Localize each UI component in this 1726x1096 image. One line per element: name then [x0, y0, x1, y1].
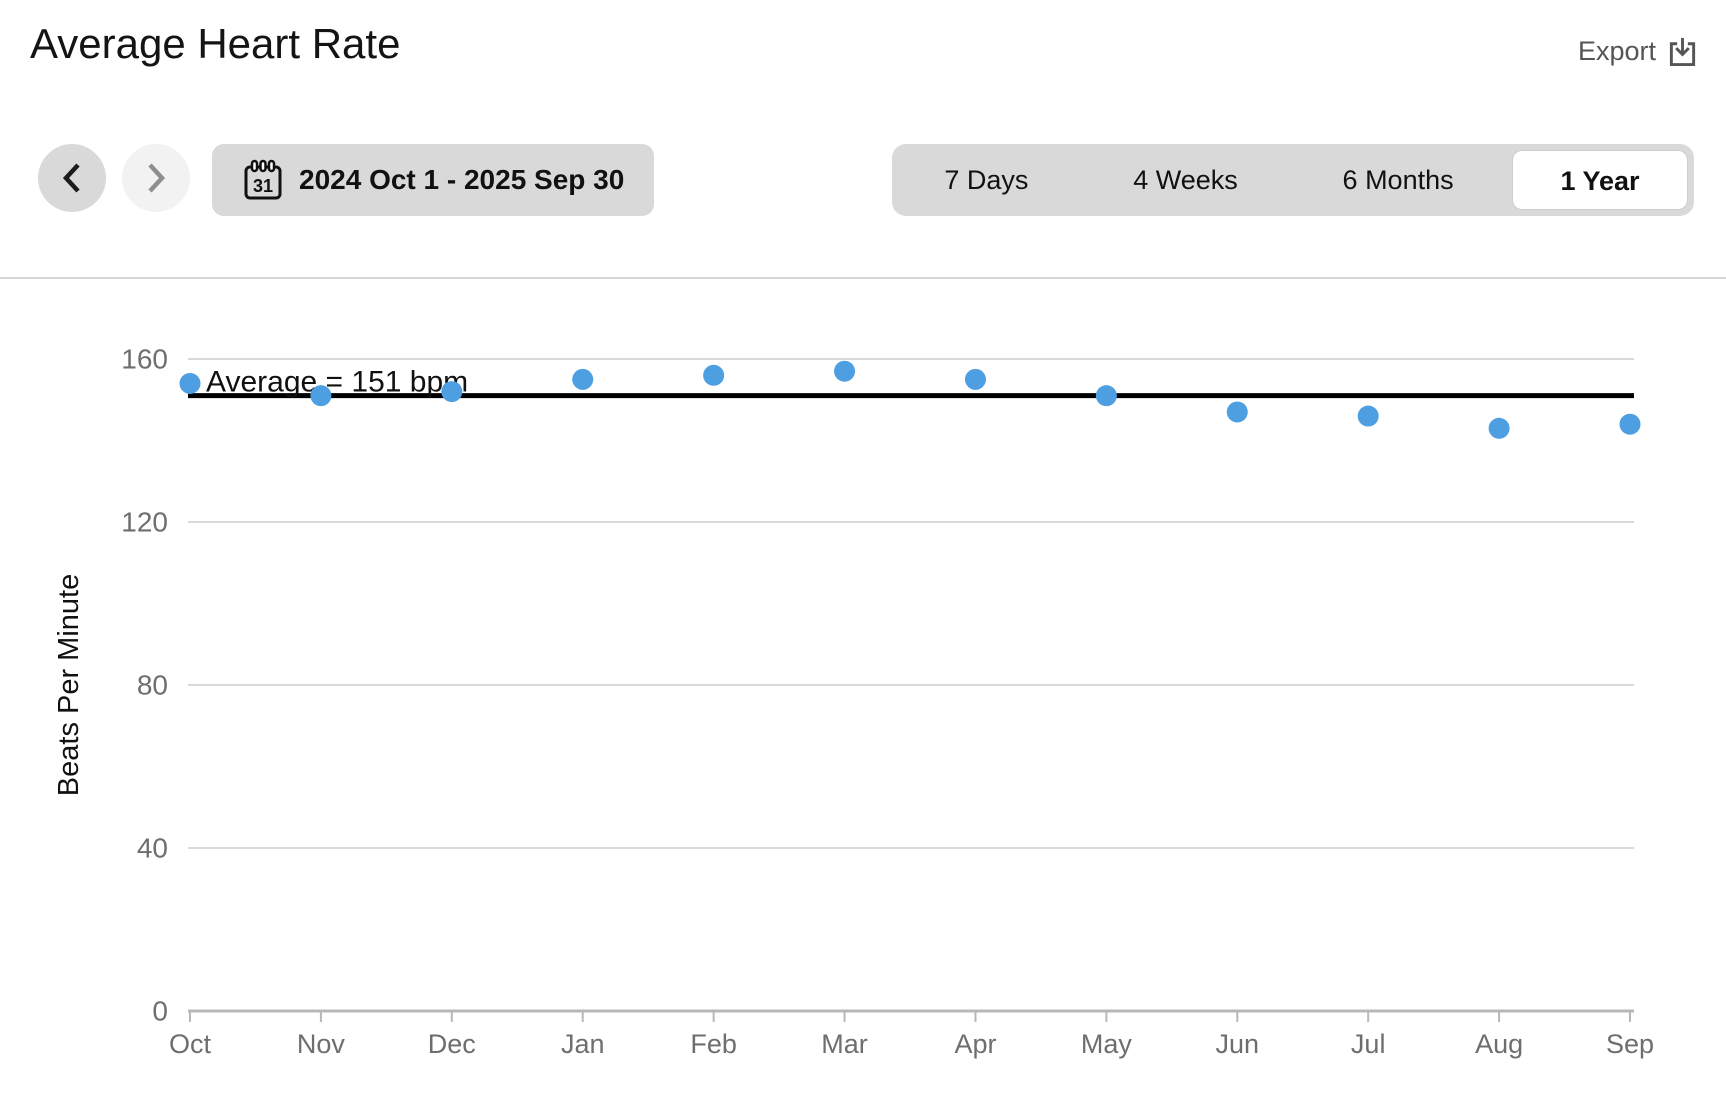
- x-tick-label-jun: Jun: [1215, 1029, 1259, 1059]
- y-tick-label-160: 160: [121, 344, 168, 375]
- heart-rate-chart: 0 40 80 120 160 Oct Nov Dec Jan Feb Mar Apr May Jun Ju…: [53, 344, 1654, 1060]
- x-tick-label-aug: Aug: [1475, 1029, 1523, 1059]
- tab-6-months[interactable]: 6 Months: [1342, 165, 1454, 195]
- date-range-label: 2024 Oct 1 - 2025 Sep 30: [299, 164, 625, 195]
- x-tick-label-feb: Feb: [690, 1029, 737, 1059]
- chevron-left-icon: [58, 159, 86, 197]
- x-tick-label-mar: Mar: [821, 1029, 868, 1059]
- calendar-icon: 31: [242, 158, 284, 202]
- y-tick-label-0: 0: [152, 996, 168, 1027]
- data-point-jan: [572, 368, 594, 390]
- data-point-mar: [834, 360, 856, 382]
- data-point-apr: [964, 368, 986, 390]
- y-tick-label-120: 120: [121, 507, 168, 538]
- y-axis-title: Beats Per Minute: [53, 574, 85, 796]
- calendar-day-number: 31: [253, 176, 273, 196]
- previous-period-button[interactable]: [38, 144, 106, 212]
- y-tick-label-40: 40: [137, 833, 168, 864]
- date-range-button[interactable]: 31 2024 Oct 1 - 2025 Sep 30: [212, 144, 655, 216]
- tab-1-year[interactable]: 1 Year: [1512, 150, 1688, 210]
- export-label: Export: [1577, 36, 1656, 66]
- data-point-feb: [703, 364, 725, 386]
- export-button[interactable]: Export: [1578, 36, 1698, 67]
- data-point-aug: [1488, 417, 1510, 439]
- data-point-may: [1095, 385, 1117, 407]
- x-tick-label-jan: Jan: [561, 1029, 605, 1059]
- tab-4-weeks[interactable]: 4 Weeks: [1133, 165, 1238, 195]
- chart-controls: 31 2024 Oct 1 - 2025 Sep 30 7 Days 4 Wee…: [0, 144, 1726, 216]
- x-tick-label-oct: Oct: [169, 1029, 212, 1059]
- tab-7-days[interactable]: 7 Days: [944, 165, 1029, 195]
- average-line-label: Average = 151 bpm: [206, 366, 468, 399]
- data-point-oct: [179, 372, 201, 394]
- next-period-button[interactable]: [122, 144, 190, 212]
- page-title: Average Heart Rate: [30, 20, 401, 67]
- time-range-segmented-control: 7 Days 4 Weeks 6 Months 1 Year: [892, 144, 1694, 216]
- download-icon: [1667, 36, 1698, 67]
- data-point-nov: [310, 385, 332, 407]
- data-point-sep: [1619, 413, 1641, 435]
- x-tick-label-nov: Nov: [297, 1029, 346, 1059]
- y-tick-label-80: 80: [137, 670, 168, 701]
- x-tick-label-may: May: [1081, 1029, 1133, 1059]
- data-point-jun: [1226, 401, 1248, 423]
- header-divider: [0, 277, 1726, 279]
- data-point-dec: [441, 381, 463, 403]
- x-tick-label-jul: Jul: [1351, 1029, 1386, 1059]
- x-tick-label-apr: Apr: [954, 1029, 996, 1059]
- x-tick-label-sep: Sep: [1606, 1029, 1654, 1059]
- chevron-right-icon: [142, 159, 170, 197]
- x-tick-label-dec: Dec: [428, 1029, 476, 1059]
- data-point-jul: [1357, 405, 1379, 427]
